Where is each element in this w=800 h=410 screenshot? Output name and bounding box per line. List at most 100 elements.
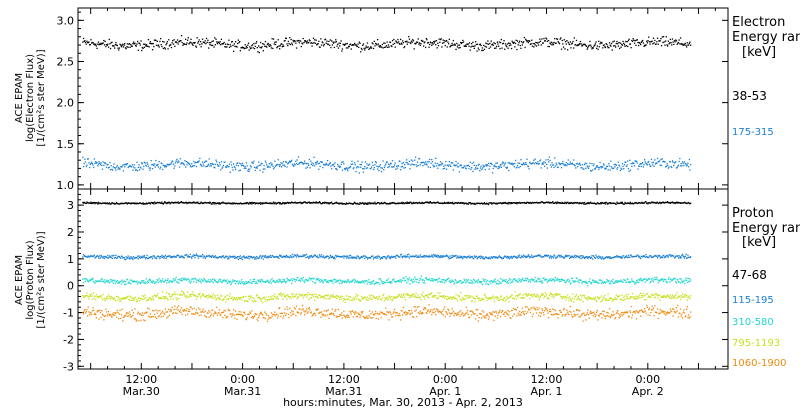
data-point: [632, 38, 634, 40]
data-point: [220, 202, 222, 205]
data-point: [576, 162, 578, 165]
data-point: [97, 163, 100, 165]
data-point: [590, 170, 592, 172]
data-point: [345, 43, 347, 45]
data-point: [497, 43, 499, 45]
data-point: [596, 281, 598, 283]
data-point: [319, 255, 321, 257]
data-point: [322, 282, 324, 284]
data-point: [414, 278, 417, 280]
data-point: [617, 45, 619, 47]
data-point: [309, 167, 311, 169]
data-point: [402, 40, 404, 42]
data-point: [322, 255, 325, 257]
data-point: [578, 203, 580, 205]
data-point: [402, 203, 404, 205]
data-point: [462, 281, 465, 283]
data-point: [439, 256, 441, 259]
data-point: [268, 45, 271, 47]
data-point: [462, 167, 465, 169]
data-point: [205, 256, 207, 258]
data-point: [456, 164, 458, 166]
data-point: [160, 166, 162, 168]
data-point: [590, 201, 592, 203]
data-point: [510, 163, 513, 165]
data-point: [309, 40, 311, 42]
data-point: [674, 202, 676, 205]
data-point: [577, 256, 580, 258]
data-point: [689, 280, 691, 283]
data-point: [512, 280, 514, 282]
data-point: [153, 45, 155, 48]
data-point: [509, 163, 511, 165]
data-point: [143, 295, 145, 297]
data-point: [602, 47, 604, 49]
data-point: [285, 37, 287, 39]
data-point: [429, 255, 431, 257]
data-point: [225, 166, 227, 169]
data-point: [407, 163, 409, 165]
data-point: [640, 162, 642, 165]
data-point: [433, 202, 436, 204]
data-point: [425, 161, 427, 163]
data-point: [229, 43, 231, 46]
data-point: [104, 202, 106, 204]
data-point: [202, 280, 204, 282]
data-point: [163, 257, 165, 259]
data-point: [647, 257, 649, 259]
data-point: [84, 295, 86, 297]
data-point: [562, 202, 565, 204]
data-point: [225, 46, 227, 48]
data-point: [464, 256, 467, 258]
data-point: [249, 281, 251, 283]
data-point: [324, 279, 327, 281]
data-point: [461, 281, 463, 283]
data-point: [444, 164, 446, 166]
data-point: [205, 295, 208, 297]
data-point: [84, 295, 87, 297]
data-point: [289, 43, 292, 46]
data-point: [567, 49, 569, 51]
data-point: [684, 42, 686, 45]
data-point: [421, 40, 423, 42]
data-point: [168, 255, 170, 258]
data-point: [347, 280, 350, 282]
data-point: [610, 42, 613, 45]
data-point: [617, 161, 619, 163]
data-point: [344, 203, 346, 205]
data-point: [573, 255, 575, 257]
data-point: [499, 282, 501, 284]
data-point: [122, 43, 124, 45]
data-point: [194, 202, 196, 204]
data-point: [112, 202, 114, 205]
data-point: [228, 295, 231, 297]
data-point: [483, 258, 485, 260]
data-point: [662, 160, 664, 163]
data-point: [570, 255, 572, 257]
data-point: [431, 44, 433, 46]
data-point: [83, 163, 85, 165]
data-point: [547, 158, 549, 161]
data-point: [414, 156, 417, 158]
data-point: [533, 159, 535, 161]
data-point: [459, 202, 461, 204]
data-point: [203, 42, 206, 44]
data-point: [198, 255, 200, 257]
data-point: [125, 256, 127, 258]
data-point: [524, 279, 526, 282]
data-point: [333, 257, 335, 260]
data-point: [506, 166, 509, 168]
data-point: [208, 294, 210, 296]
data-point: [496, 256, 498, 259]
data-point: [304, 40, 306, 42]
data-point: [368, 164, 370, 166]
data-point: [256, 255, 258, 258]
data-point: [552, 164, 555, 166]
data-point: [516, 166, 518, 168]
data-point: [247, 256, 249, 259]
data-point: [614, 202, 616, 205]
data-point: [291, 295, 294, 297]
data-point: [291, 202, 294, 204]
data-point: [380, 167, 382, 169]
data-point: [466, 281, 468, 283]
